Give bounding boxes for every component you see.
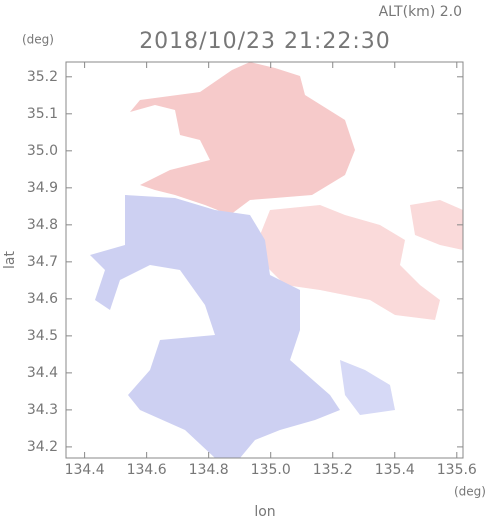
y-tick-label: 34.5 [27, 328, 58, 344]
y-tick-label: 35.1 [27, 106, 58, 122]
y-unit: (deg) [22, 33, 54, 47]
receding-echo [130, 62, 355, 215]
x-tick-label: 134.4 [65, 462, 105, 478]
y-tick-label: 34.9 [27, 180, 58, 196]
y-tick-label: 35.2 [27, 69, 58, 85]
y-tick-label: 35.0 [27, 143, 58, 159]
x-tick-label: 134.8 [189, 462, 229, 478]
x-tick-label: 135.2 [313, 462, 353, 478]
y-tick-label: 34.7 [27, 254, 58, 270]
approaching-echo [90, 195, 340, 458]
y-tick-label: 34.3 [27, 402, 58, 418]
approaching-echo [340, 360, 395, 415]
y-tick-label: 34.8 [27, 217, 58, 233]
x-tick-label: 135.6 [437, 462, 477, 478]
y-tick-label: 34.6 [27, 291, 58, 307]
x-tick-label: 135.4 [375, 462, 415, 478]
receding-echo [260, 205, 440, 320]
x-tick-label: 134.6 [127, 462, 167, 478]
chart-title: 2018/10/23 21:22:30 [139, 29, 391, 54]
y-axis-label: lat [2, 251, 18, 269]
radar-field [90, 62, 463, 458]
y-tick-label: 34.4 [27, 365, 58, 381]
y-tick-label: 34.2 [27, 439, 58, 455]
plot-frame [65, 61, 464, 459]
altitude-label: ALT(km) 2.0 [379, 4, 462, 20]
x-tick-label: 135.0 [251, 462, 291, 478]
receding-echo [410, 200, 463, 250]
x-axis-label: lon [254, 504, 275, 520]
x-unit: (deg) [454, 485, 486, 499]
